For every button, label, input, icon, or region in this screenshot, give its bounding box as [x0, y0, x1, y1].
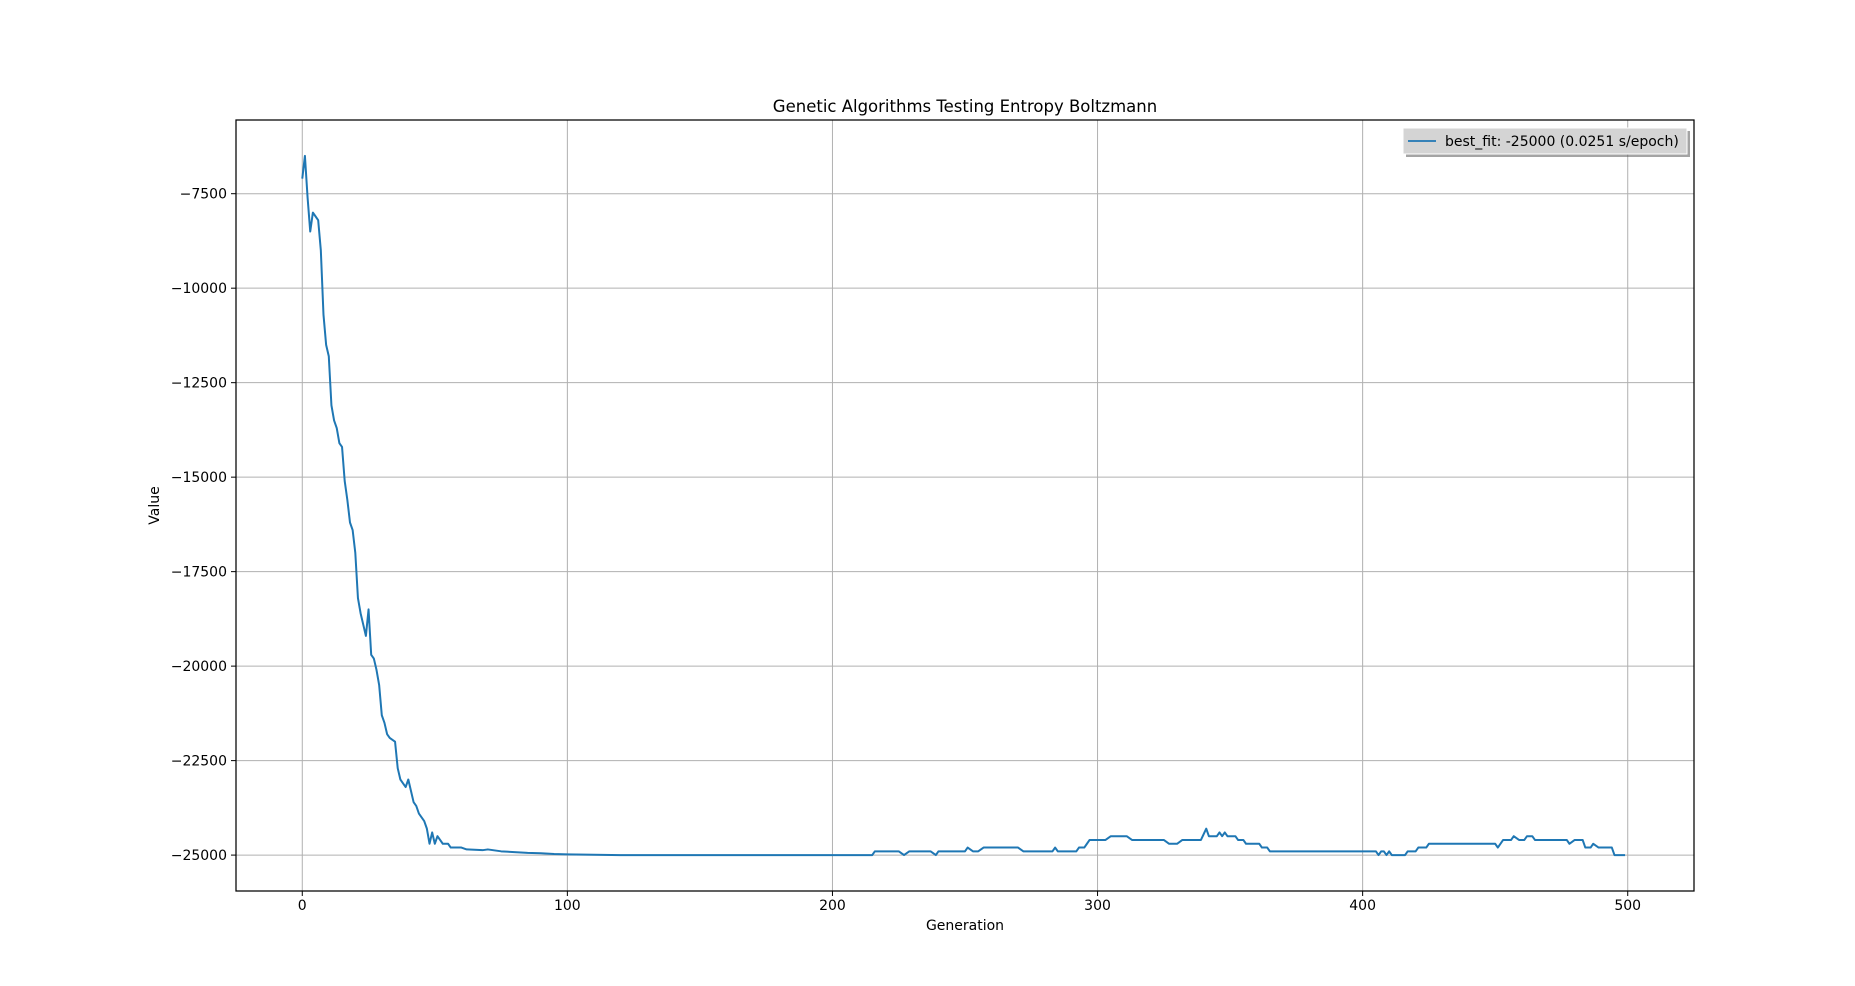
y-axis-label: Value: [147, 486, 163, 524]
chart-title: Genetic Algorithms Testing Entropy Boltz…: [773, 97, 1157, 116]
x-tick-label: 300: [1084, 898, 1111, 914]
y-tick-label: −22500: [171, 754, 227, 770]
x-tick-label: 0: [298, 898, 307, 914]
plot-area-frame: [235, 119, 1695, 892]
y-tick-label: −17500: [171, 565, 227, 581]
y-tick-label: −12500: [171, 376, 227, 392]
x-axis-label: Generation: [926, 918, 1004, 934]
y-tick-label: −10000: [171, 281, 227, 297]
axis-ticks: 0 100 200 300 400 500 −25000 −22500 −20000 −17500…: [171, 187, 1641, 914]
y-tick-label: −7500: [180, 187, 227, 203]
legend: best_fit: -25000 (0.0251 s/epoch): [1402, 127, 1690, 157]
series-line-best-fit: [301, 154, 1626, 857]
grid-lines: [236, 120, 1694, 891]
series-layer: [301, 154, 1626, 857]
y-tick-label: −25000: [171, 848, 227, 864]
x-tick-label: 400: [1349, 898, 1376, 914]
x-tick-label: 200: [819, 898, 846, 914]
legend-entry-label: best_fit: -25000 (0.0251 s/epoch): [1445, 134, 1679, 150]
y-tick-label: −15000: [171, 470, 227, 486]
x-tick-label: 500: [1614, 898, 1641, 914]
x-tick-label: 100: [554, 898, 581, 914]
y-tick-label: −20000: [171, 659, 227, 675]
legend-box: [1402, 127, 1688, 155]
